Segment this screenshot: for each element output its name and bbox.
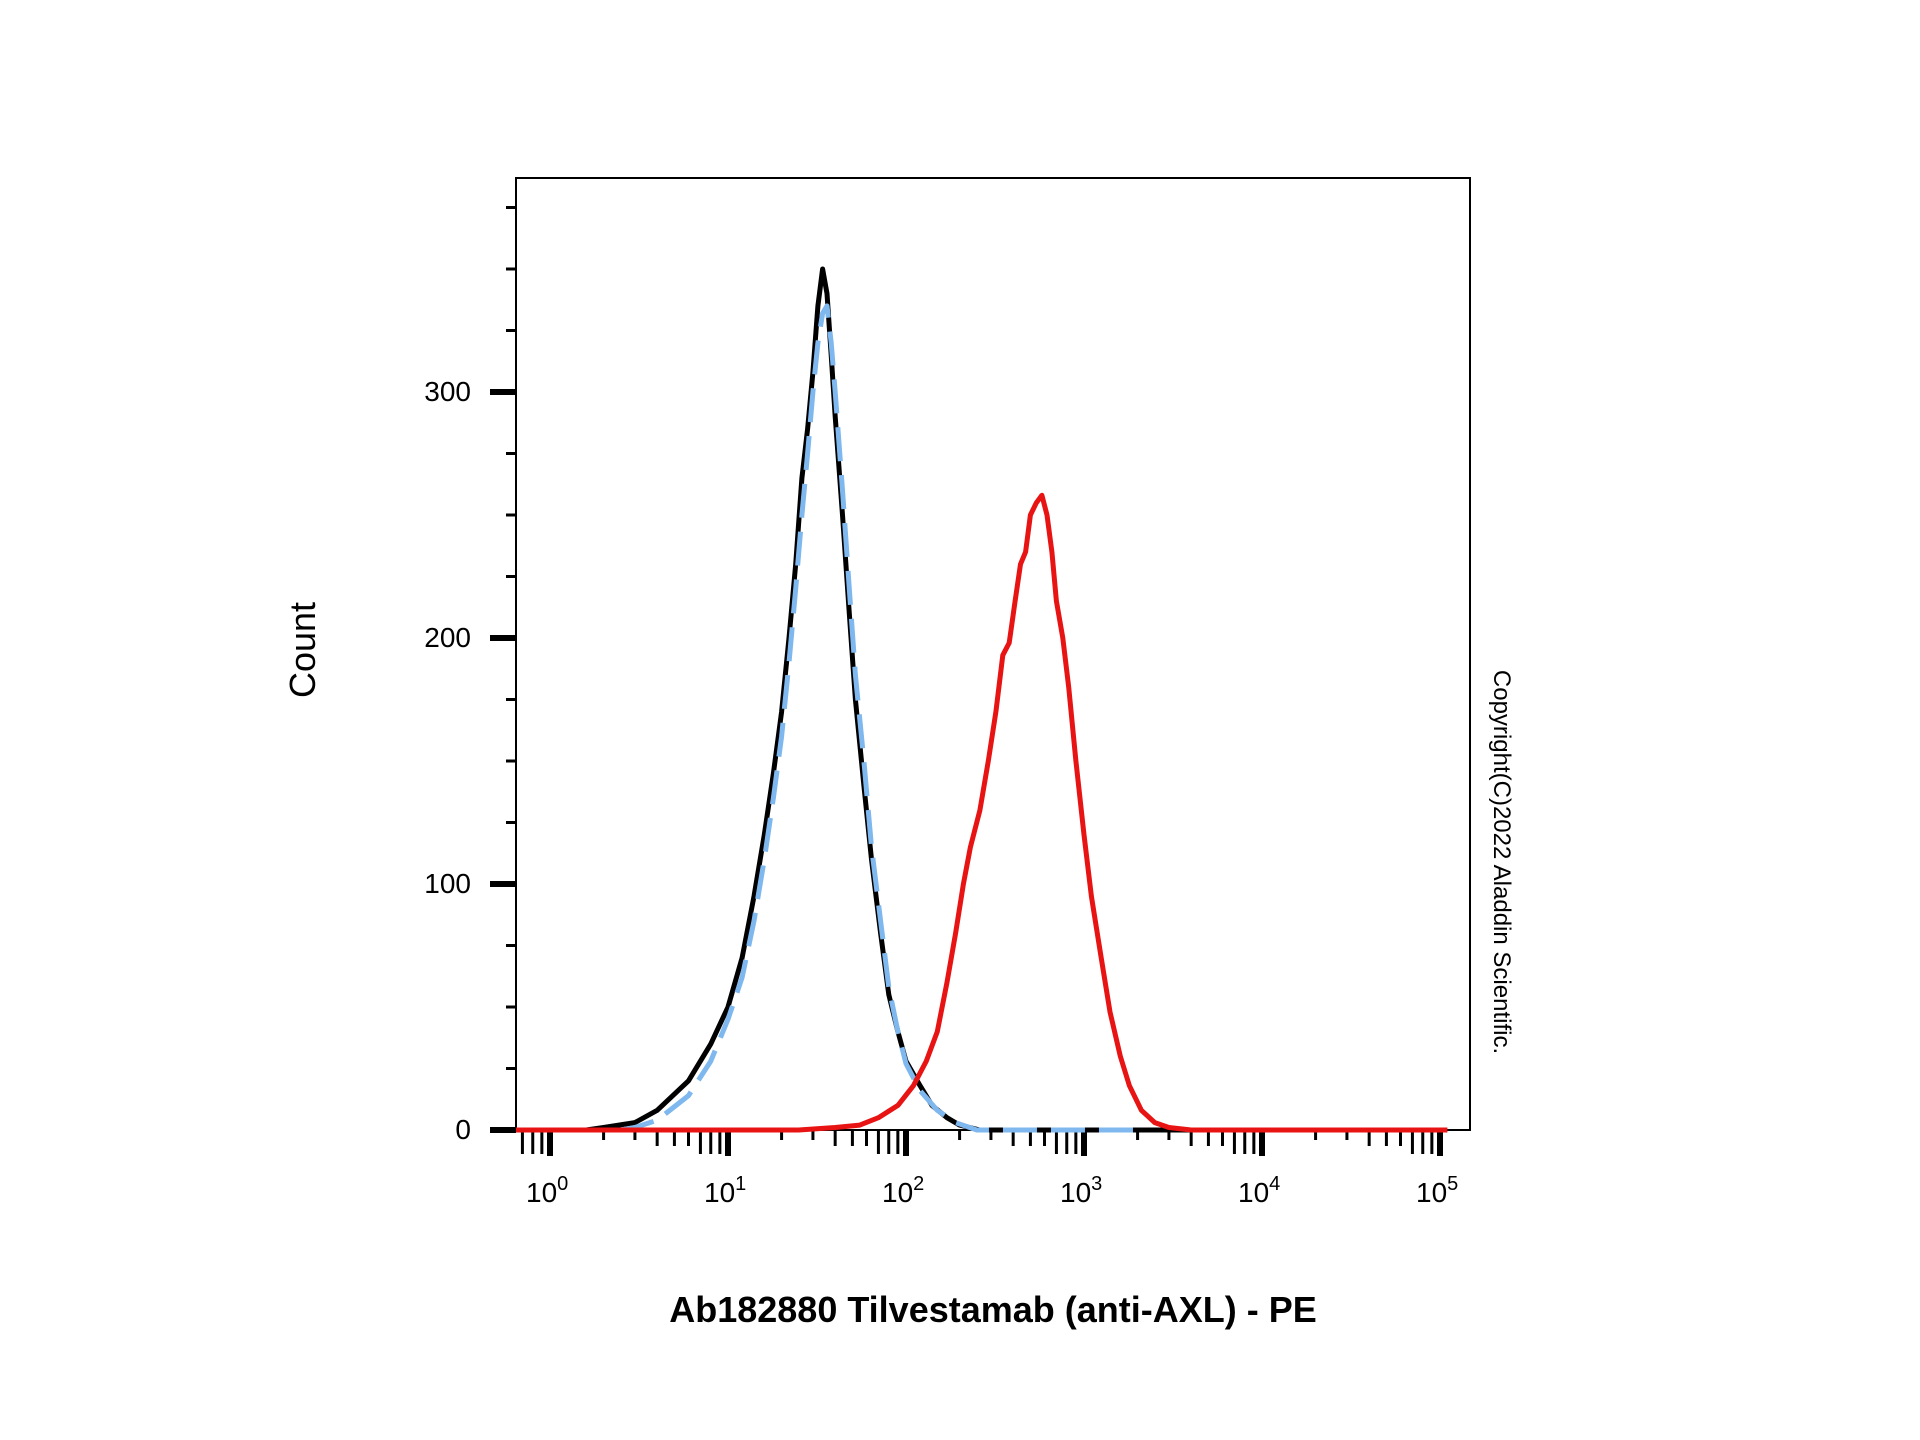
y-tick-label: 100 <box>424 868 471 899</box>
series-layer <box>516 266 1448 1133</box>
copyright-annotation: Copyright(C)2022 Aladdin Scientific. <box>1488 670 1515 1054</box>
x-tick-label: 103 <box>1060 1173 1102 1208</box>
x-tick-labels: 100 101 102 103 104 105 <box>526 1173 1458 1208</box>
y-tick-label: 300 <box>424 376 471 407</box>
x-tick-label: 104 <box>1238 1173 1280 1208</box>
y-tick-label: 0 <box>455 1114 471 1145</box>
x-tick-label: 105 <box>1416 1173 1458 1208</box>
y-minor-ticks <box>506 206 516 1070</box>
isotype-blue-dashed-curve <box>620 303 1138 1133</box>
x-major-ticks <box>547 1130 1443 1156</box>
plot-frame <box>515 177 1471 1131</box>
x-axis-title: Ab182880 Tilvestamab (anti-AXL) - PE <box>669 1289 1317 1330</box>
x-minor-ticks <box>520 1130 1434 1154</box>
y-axis-title: Count <box>282 602 323 698</box>
y-major-ticks <box>490 389 516 1133</box>
control-black-curve <box>585 266 1440 1133</box>
x-tick-label: 101 <box>704 1173 746 1208</box>
x-tick-label: 102 <box>882 1173 924 1208</box>
y-tick-label: 200 <box>424 622 471 653</box>
x-tick-label: 100 <box>526 1173 568 1208</box>
y-tick-labels: 0 100 200 300 <box>424 376 471 1145</box>
sample-red-curve <box>516 492 1448 1133</box>
